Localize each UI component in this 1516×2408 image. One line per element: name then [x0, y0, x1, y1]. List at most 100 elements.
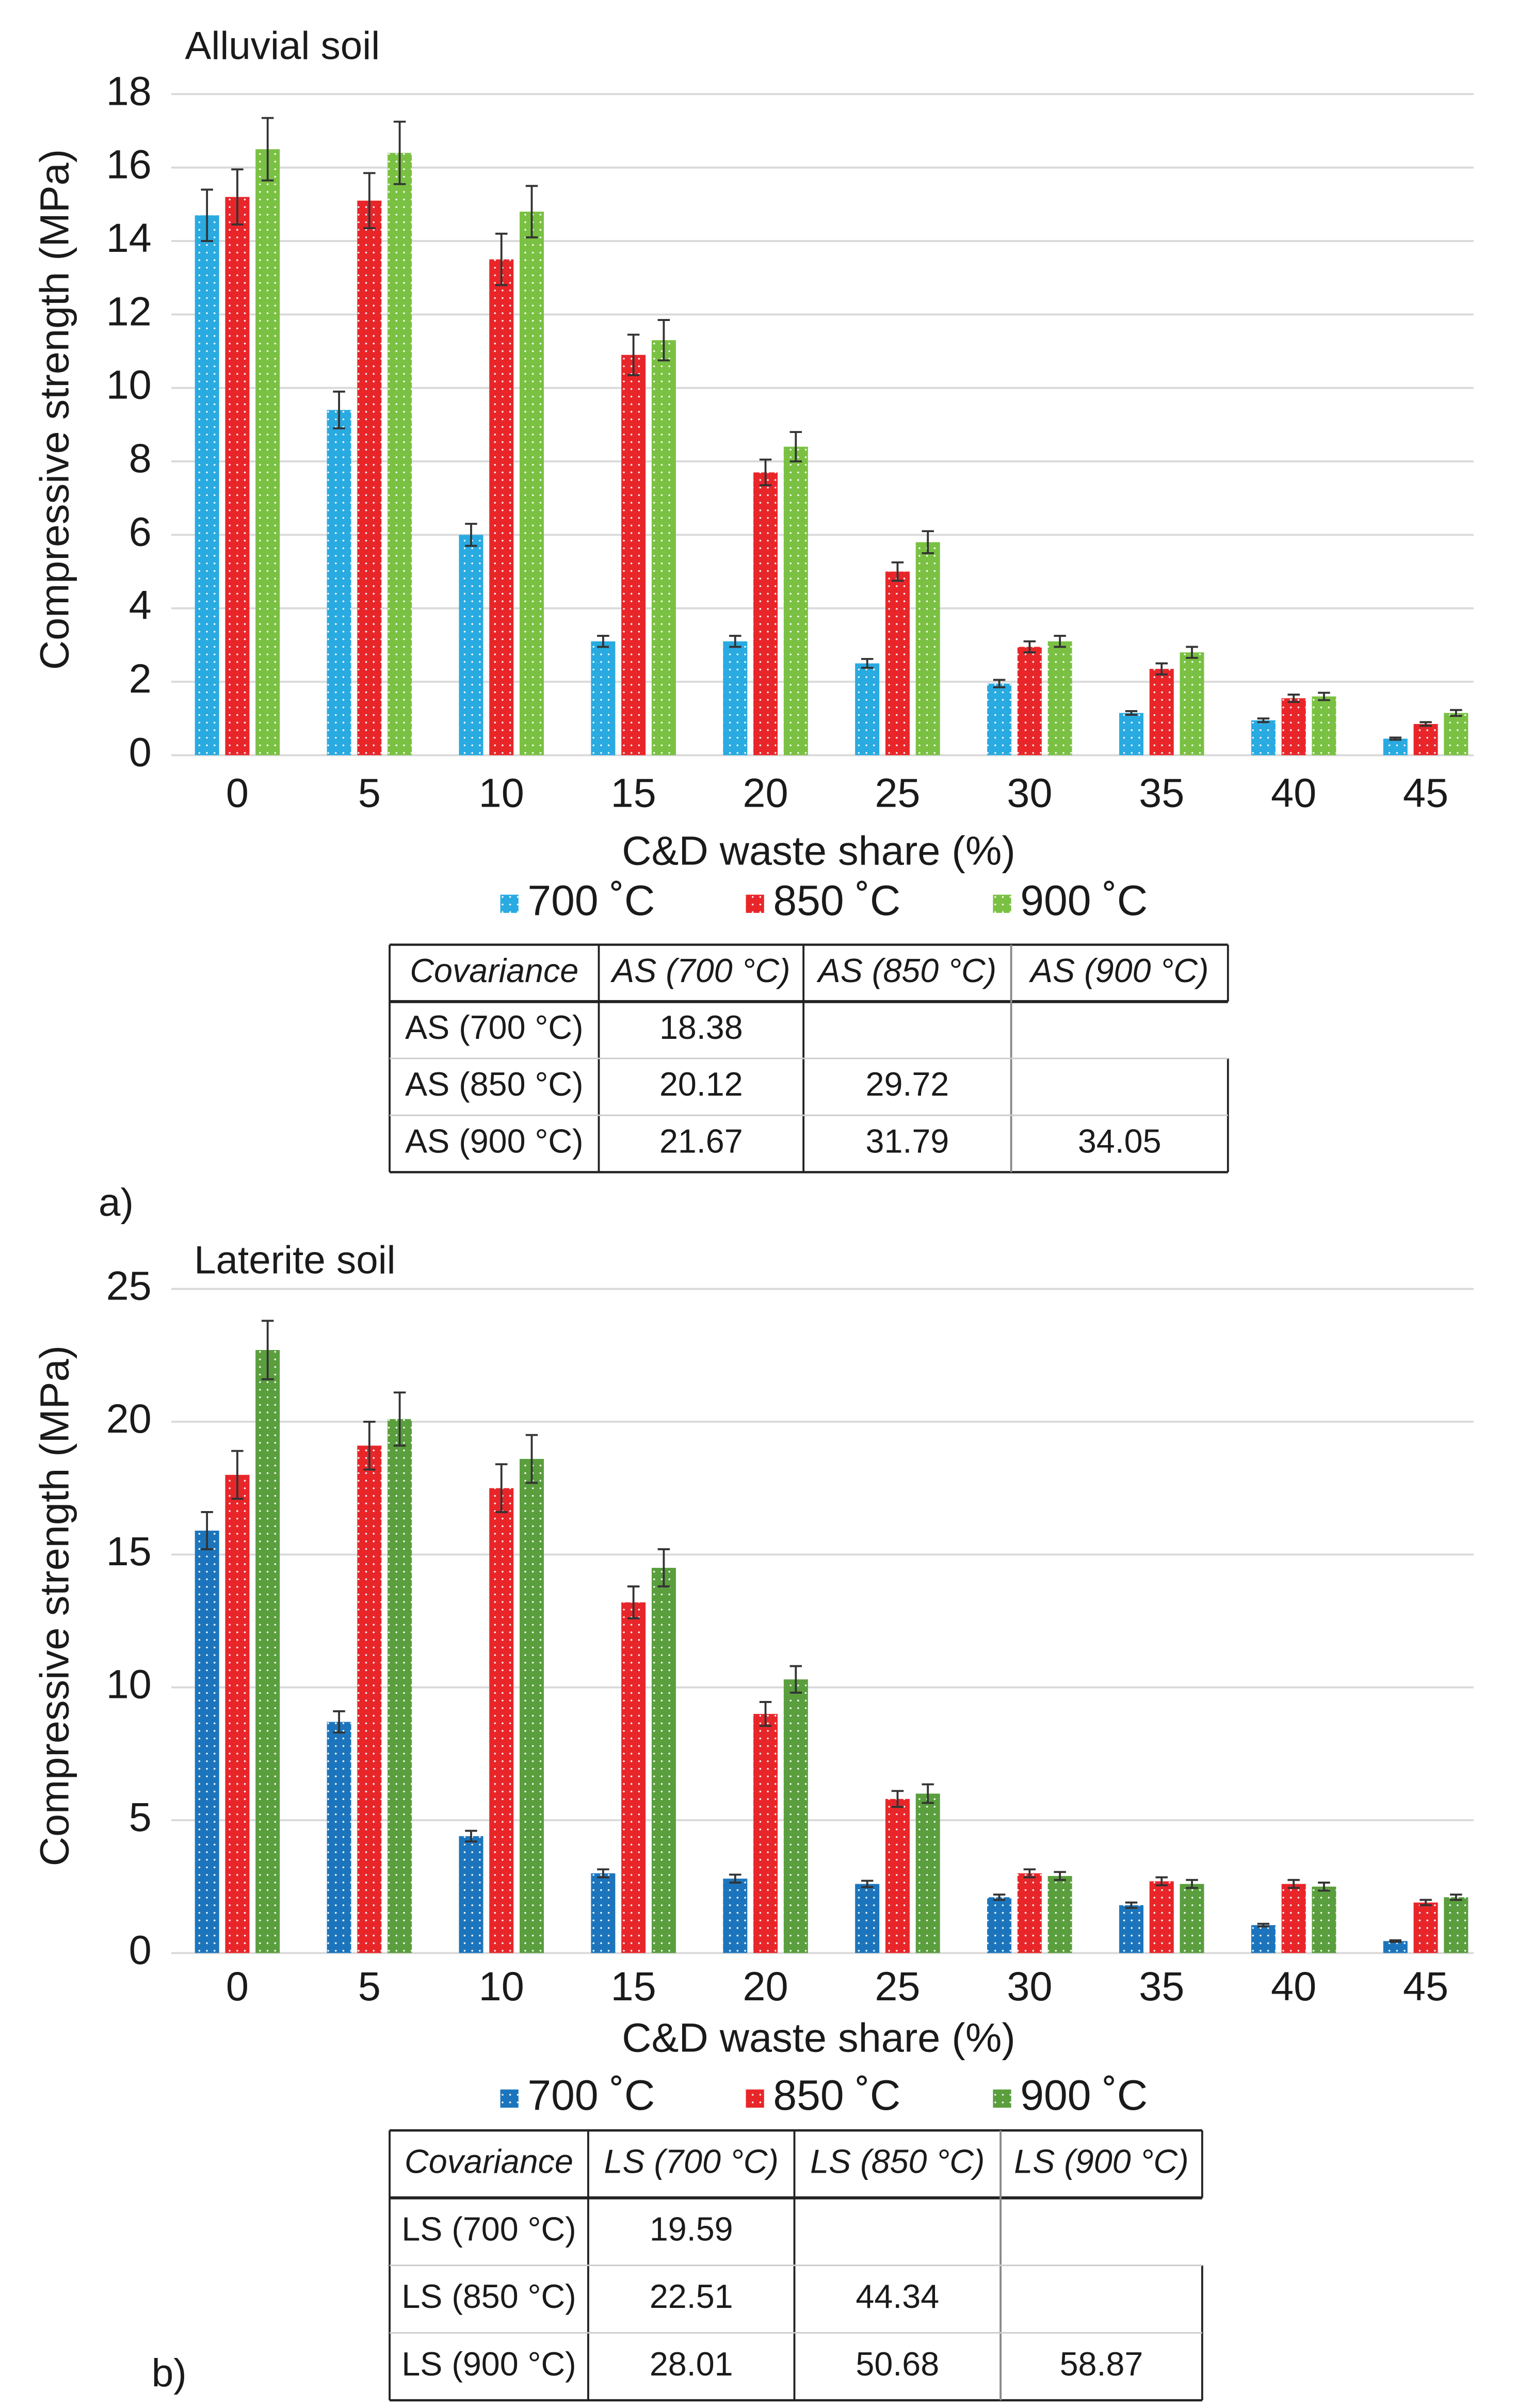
x-tick-label: 10 — [479, 770, 524, 816]
table-row-header: AS (700 °C) — [405, 1008, 584, 1046]
bar — [1251, 720, 1276, 756]
bar — [1312, 696, 1336, 756]
error-bar — [597, 1868, 609, 1879]
legend-swatch — [500, 2089, 519, 2108]
x-tick-label: 45 — [1403, 1963, 1448, 2009]
error-bar — [597, 635, 609, 648]
x-tick-label: 45 — [1403, 770, 1448, 816]
y-tick-label: 12 — [106, 288, 152, 334]
bar — [1383, 739, 1408, 756]
y-tick-label: 14 — [106, 215, 152, 261]
error-bar — [1389, 1939, 1402, 1943]
error-bar — [1450, 1893, 1462, 1901]
error-bar — [525, 185, 538, 238]
legend-swatch — [993, 894, 1011, 913]
legend-label: 700 ˚C — [527, 877, 655, 924]
bar — [1180, 1884, 1204, 1953]
bar — [255, 1350, 280, 1953]
error-bar — [333, 390, 345, 429]
bar — [1119, 1905, 1143, 1953]
bar — [225, 1474, 250, 1953]
bar — [459, 535, 483, 756]
legend-swatch — [746, 2089, 764, 2108]
x-tick-label: 15 — [611, 1963, 656, 2009]
bar — [783, 1679, 808, 1953]
error-bar — [1318, 1882, 1330, 1892]
bar — [1017, 1873, 1042, 1953]
table-cell: 58.87 — [1060, 2345, 1143, 2383]
bar — [255, 149, 280, 756]
legend-label: 850 ˚C — [773, 877, 900, 924]
error-bar — [1287, 694, 1300, 703]
bar — [591, 641, 616, 756]
bar — [591, 1873, 616, 1953]
x-tick-label: 40 — [1271, 770, 1316, 816]
x-tick-label: 35 — [1139, 1963, 1184, 2009]
error-bar — [231, 168, 244, 226]
error-bar — [1420, 721, 1432, 727]
table-header: LS (850 °C) — [810, 2143, 985, 2180]
bar — [1251, 1925, 1276, 1953]
bar — [1047, 641, 1072, 756]
legend-label: 850 ˚C — [773, 2072, 900, 2119]
y-tick-label: 0 — [129, 1927, 152, 1972]
bar — [885, 1799, 910, 1953]
error-bar — [993, 1893, 1006, 1901]
error-bar — [261, 117, 274, 182]
y-axis-title: Compressive strength (MPa) — [31, 1345, 77, 1866]
bar — [1149, 1881, 1174, 1953]
error-bar — [261, 1320, 274, 1380]
table-cell: 21.67 — [659, 1122, 743, 1160]
x-tick-label: 20 — [743, 1963, 788, 2009]
bar — [357, 1446, 382, 1953]
bar — [1180, 652, 1204, 756]
error-bar — [333, 1710, 345, 1734]
bar — [519, 1458, 544, 1953]
bar — [723, 1879, 748, 1953]
error-bar — [465, 523, 477, 547]
error-bar — [1125, 710, 1138, 716]
y-tick-label: 8 — [129, 435, 152, 481]
bar — [855, 663, 880, 756]
error-bar — [201, 188, 213, 242]
bar — [1444, 713, 1469, 756]
chart-title: Alluvial soil — [185, 24, 380, 68]
bar — [1281, 698, 1306, 756]
bar — [987, 1897, 1012, 1953]
bar — [651, 1568, 676, 1953]
bar — [489, 259, 514, 756]
bar — [1312, 1886, 1336, 1953]
error-bar — [861, 657, 874, 669]
error-bar — [1186, 646, 1198, 659]
error-bar — [759, 1701, 772, 1727]
x-tick-label: 35 — [1139, 770, 1184, 816]
error-bar — [363, 172, 376, 230]
bar — [388, 1419, 412, 1953]
table-row-header: AS (850 °C) — [405, 1065, 584, 1103]
y-tick-label: 20 — [106, 1395, 152, 1441]
table-cell: 50.68 — [856, 2345, 939, 2383]
error-bar — [393, 120, 406, 185]
panel-label: a) — [99, 1181, 134, 1225]
bar — [225, 197, 250, 756]
error-bar — [627, 1585, 640, 1619]
error-bar — [1186, 1879, 1198, 1889]
table-cell: 19.59 — [650, 2210, 733, 2248]
bar — [915, 1793, 940, 1953]
bar — [195, 215, 219, 756]
error-bar — [1257, 717, 1270, 724]
bar — [783, 446, 808, 756]
bar — [1413, 724, 1438, 756]
table-cell: 44.34 — [856, 2277, 939, 2315]
bar — [1281, 1884, 1306, 1953]
table-header: AS (700 °C) — [610, 952, 791, 989]
error-bar — [1450, 709, 1462, 717]
error-bar — [1287, 1879, 1300, 1889]
legend-label: 700 ˚C — [527, 2072, 655, 2119]
legend-label: 900 ˚C — [1020, 877, 1148, 924]
error-bar — [1054, 635, 1066, 648]
x-tick-label: 25 — [875, 770, 920, 816]
error-bar — [1420, 1899, 1432, 1906]
x-tick-label: 40 — [1271, 1963, 1316, 2009]
